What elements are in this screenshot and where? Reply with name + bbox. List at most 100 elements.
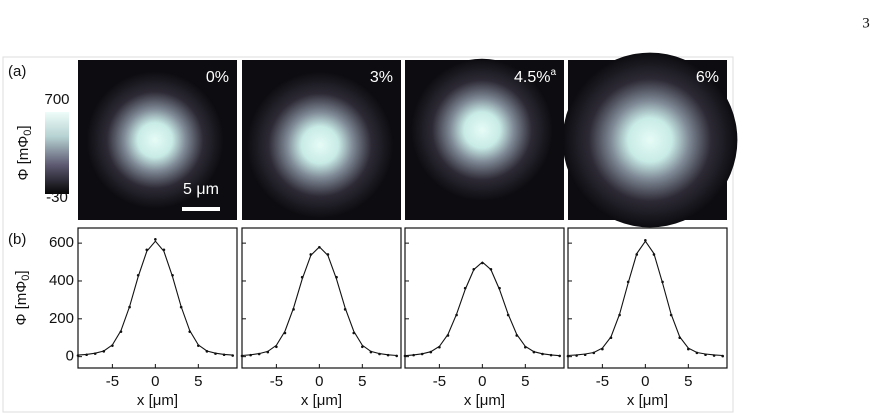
data-point [154, 238, 157, 241]
data-point [695, 351, 699, 355]
data-point [524, 345, 527, 349]
flux-image [246, 71, 394, 219]
plot-frame [404, 227, 565, 369]
data-point [438, 345, 441, 349]
flux-image [410, 58, 554, 202]
x-axis-label: x [μm] [627, 392, 668, 409]
data-point [128, 305, 131, 309]
y-axis-label: Φ [mΦ0] [13, 270, 32, 325]
data-point [93, 352, 97, 355]
data-point [309, 253, 313, 256]
colorbar-min: -30 [46, 189, 68, 206]
data-point [609, 336, 613, 340]
data-point [481, 261, 484, 265]
image-label-text: 6% [696, 69, 719, 86]
panel-label: (a) [8, 63, 26, 80]
data-point [463, 286, 467, 290]
data-point [249, 353, 252, 357]
data-point [214, 352, 217, 355]
data-point [429, 350, 433, 354]
data-point [506, 313, 510, 317]
x-tick-label: -5 [270, 373, 283, 390]
data-point [712, 354, 716, 357]
data-point [687, 347, 690, 351]
data-point [566, 354, 570, 358]
x-tick-label: 5 [684, 373, 692, 390]
y-tick-label: 200 [49, 310, 74, 327]
data-point [386, 353, 390, 357]
data-point [549, 353, 553, 357]
x-axis-label: x [μm] [137, 392, 178, 409]
image-label-sup: a [550, 67, 556, 78]
data-point [352, 331, 356, 335]
data-point [395, 354, 399, 358]
data-point [335, 275, 338, 279]
image-label-text: 4.5% [514, 69, 550, 86]
x-tick-label: 0 [641, 373, 649, 390]
plot-frame [241, 227, 402, 369]
x-tick-label: -5 [596, 373, 609, 390]
scale-bar [182, 207, 220, 211]
x-axis-label: x [μm] [464, 392, 505, 409]
fit-line [567, 240, 723, 357]
data-point [704, 353, 707, 357]
data-point [489, 267, 493, 271]
data-point [222, 353, 226, 357]
data-point [618, 313, 621, 317]
data-point [318, 245, 321, 249]
data-point [240, 354, 244, 358]
data-point [575, 354, 578, 357]
data-point [283, 331, 287, 335]
flux-image [86, 71, 224, 209]
image-label: 4.5%a [514, 67, 556, 87]
image-label: 0% [206, 69, 229, 86]
data-point [601, 347, 604, 351]
image-label: 3% [370, 69, 393, 86]
data-point [626, 280, 630, 284]
scale-bar-label: 5 μm [183, 181, 219, 198]
data-point [635, 253, 639, 256]
fit-line [77, 240, 233, 356]
data-point [644, 238, 647, 242]
y-tick-label: 400 [49, 272, 74, 289]
image-label-text: 3% [370, 69, 393, 86]
x-tick-label: 0 [478, 373, 486, 390]
data-point [266, 350, 270, 354]
plot-frame [567, 227, 728, 369]
x-tick-label: -5 [433, 373, 446, 390]
x-tick-label: 0 [151, 373, 159, 390]
data-point [403, 354, 407, 358]
data-point [292, 308, 295, 311]
x-tick-label: 0 [315, 373, 323, 390]
data-point [197, 344, 200, 347]
data-point [136, 273, 140, 277]
page-number: 3 [862, 15, 870, 31]
data-point [145, 248, 149, 252]
data-point [343, 308, 347, 311]
data-point [515, 334, 519, 337]
data-point [171, 273, 174, 277]
data-point [119, 330, 123, 333]
colorbar-label: Φ [mΦ0] [15, 125, 34, 180]
data-point [326, 253, 330, 256]
colorbar-max: 700 [44, 91, 69, 108]
data-point [231, 354, 235, 357]
colorbar [45, 112, 69, 194]
data-point [558, 354, 562, 358]
x-tick-label: 5 [358, 373, 366, 390]
x-tick-label: 5 [521, 373, 529, 390]
data-point [678, 336, 682, 340]
data-point [162, 248, 166, 252]
data-point [179, 305, 183, 309]
plot-frame [77, 227, 238, 369]
data-point [420, 352, 424, 356]
data-point [205, 350, 209, 353]
x-axis-label: x [μm] [301, 392, 342, 409]
data-point [541, 352, 544, 356]
data-point [532, 350, 536, 354]
data-point [102, 350, 106, 353]
data-point [472, 267, 476, 271]
data-point [652, 253, 656, 256]
